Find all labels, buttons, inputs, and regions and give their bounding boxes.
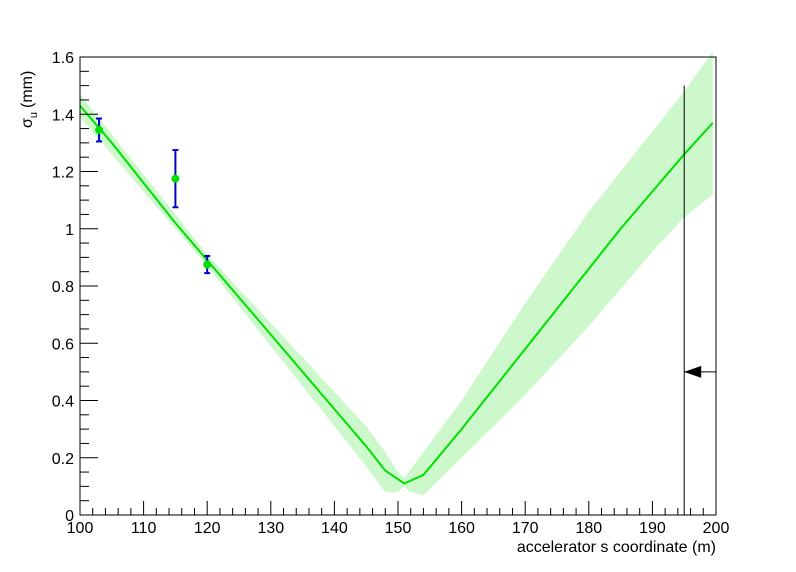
- x-tick-label: 150: [385, 520, 412, 537]
- x-tick-label: 180: [575, 520, 602, 537]
- x-tick-label: 140: [321, 520, 348, 537]
- y-axis-label-subscript: u: [28, 112, 40, 118]
- y-tick-label: 0.6: [52, 336, 74, 353]
- y-tick-label: 1.6: [52, 50, 74, 67]
- marker-group: [683, 85, 716, 515]
- x-tick-label: 170: [512, 520, 539, 537]
- y-tick-label: 0: [65, 508, 74, 525]
- data-point-2: [203, 260, 212, 269]
- y-axis-label-unit: (mm): [19, 71, 36, 108]
- y-axis-label-symbol: σ: [19, 118, 36, 128]
- x-tick-label: 190: [639, 520, 666, 537]
- data-point-1: [171, 174, 180, 183]
- fit-line: [79, 105, 714, 485]
- marker-arrow-head: [684, 365, 702, 378]
- y-axis-ticks: 0 0.2 0.4 0.6 0.8 1 1.2 1.4 1.6: [52, 50, 98, 525]
- y-axis-label: σu (mm): [19, 71, 40, 128]
- x-axis-label: accelerator s coordinate (m): [517, 539, 716, 556]
- x-tick-label: 130: [257, 520, 284, 537]
- x-axis-ticks: 100 110 120 130 140 150 160 170 180 190 200: [67, 501, 730, 537]
- x-tick-label: 110: [131, 520, 157, 537]
- y-tick-label: 0.8: [52, 279, 74, 296]
- fit-line-group: [79, 105, 714, 485]
- data-point-0: [95, 125, 104, 134]
- x-tick-label: 120: [194, 520, 221, 537]
- data-points-group: [95, 117, 212, 275]
- x-tick-label: 160: [448, 520, 475, 537]
- y-tick-label: 1.2: [52, 165, 74, 182]
- y-tick-label: 0.4: [52, 394, 74, 411]
- x-tick-label: 100: [67, 520, 94, 537]
- x-tick-label: 200: [703, 520, 730, 537]
- y-tick-label: 1.4: [52, 107, 74, 124]
- y-tick-label: 1: [65, 222, 74, 239]
- y-tick-label: 0.2: [52, 451, 74, 468]
